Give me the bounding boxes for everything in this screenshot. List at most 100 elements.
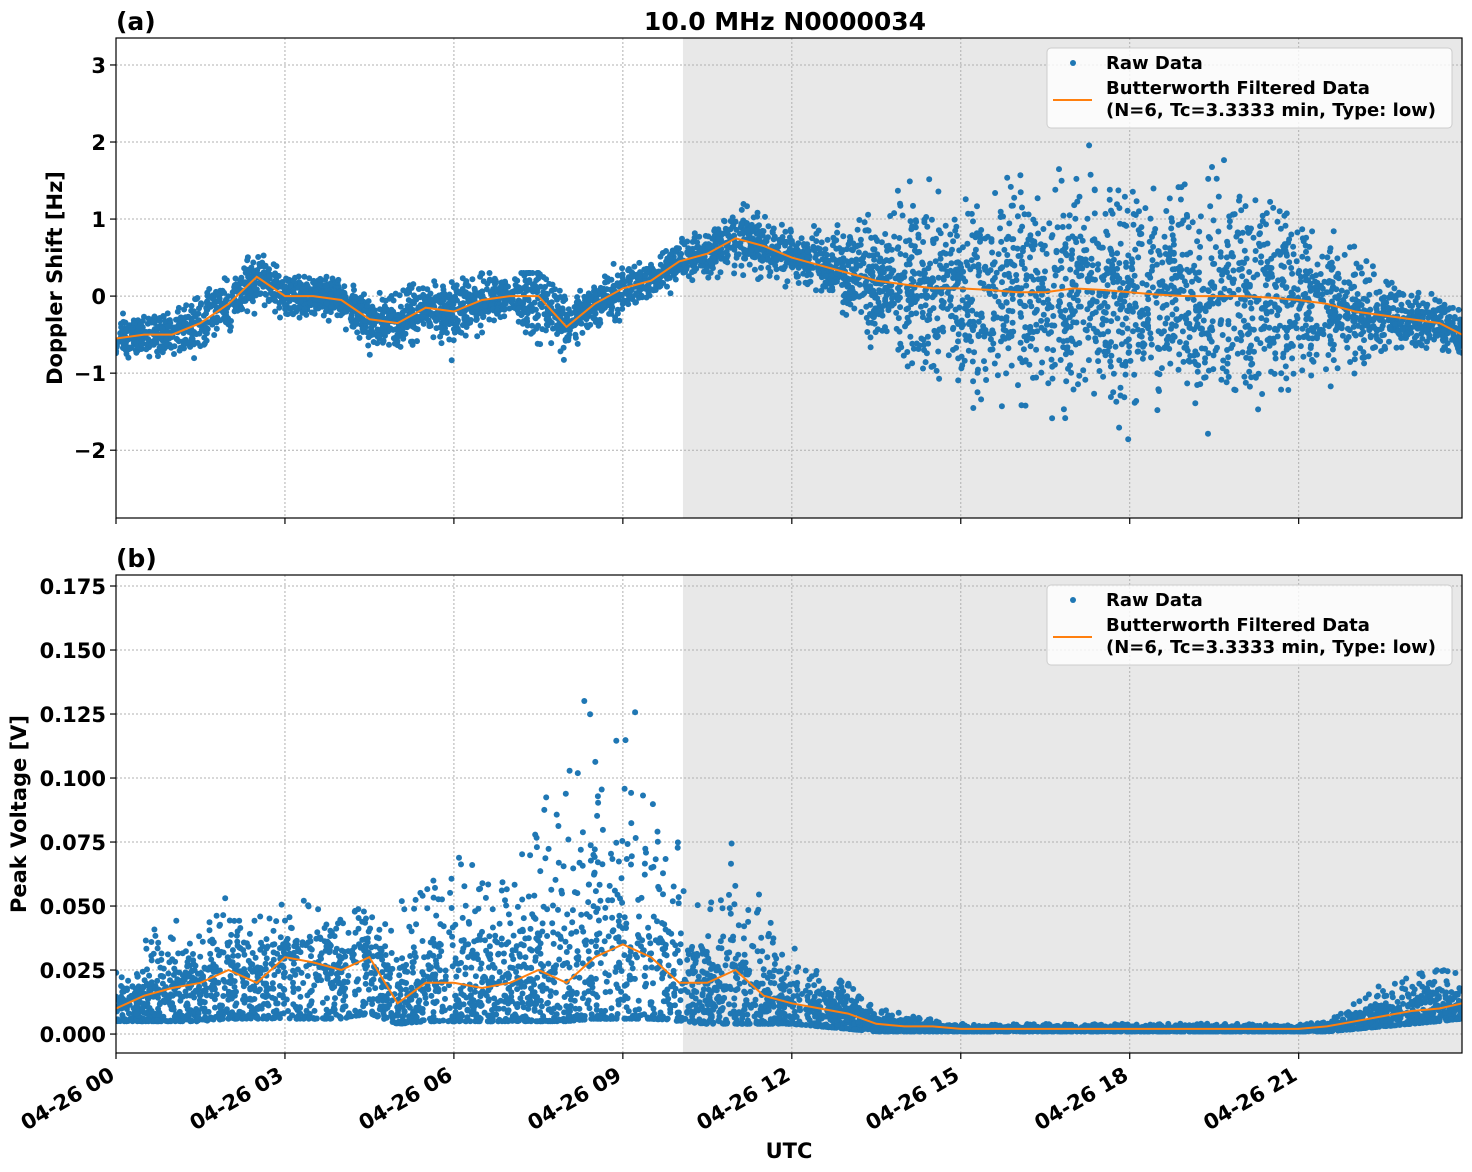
raw-data-point bbox=[1106, 269, 1112, 276]
raw-data-point bbox=[550, 325, 556, 332]
raw-data-point bbox=[1270, 335, 1277, 342]
raw-data-point bbox=[610, 282, 617, 289]
raw-data-point bbox=[1236, 312, 1243, 319]
raw-data-point bbox=[1298, 273, 1304, 280]
raw-data-point bbox=[1198, 345, 1205, 352]
raw-data-point bbox=[1096, 368, 1103, 374]
raw-data-point bbox=[928, 216, 935, 223]
raw-data-point bbox=[1259, 391, 1266, 397]
raw-data-point bbox=[165, 323, 171, 330]
raw-data-point bbox=[937, 230, 944, 237]
raw-data-point bbox=[1257, 259, 1264, 266]
raw-data-point bbox=[618, 279, 625, 286]
raw-data-point bbox=[1205, 288, 1212, 295]
raw-data-point bbox=[905, 318, 912, 325]
raw-data-point bbox=[1202, 374, 1209, 381]
raw-data-point bbox=[579, 329, 586, 336]
raw-data-point bbox=[765, 223, 772, 230]
raw-data-point bbox=[1065, 365, 1071, 372]
raw-data-point bbox=[1290, 370, 1297, 377]
raw-data-point bbox=[1156, 314, 1163, 321]
raw-data-point bbox=[824, 236, 831, 243]
raw-data-point bbox=[1330, 357, 1337, 364]
raw-data-point bbox=[499, 279, 505, 286]
raw-data-point bbox=[1048, 322, 1055, 329]
raw-data-point bbox=[430, 334, 437, 341]
raw-data-point bbox=[1038, 369, 1045, 376]
raw-data-point bbox=[1394, 328, 1401, 335]
raw-data-point bbox=[1052, 272, 1059, 279]
raw-data-point bbox=[231, 308, 238, 315]
raw-data-point bbox=[1133, 198, 1140, 205]
raw-data-point bbox=[829, 252, 836, 259]
raw-data-point bbox=[1378, 325, 1385, 332]
raw-data-point bbox=[1061, 245, 1068, 252]
raw-data-point bbox=[295, 284, 302, 291]
raw-data-point bbox=[614, 272, 621, 279]
raw-data-point bbox=[1119, 321, 1126, 328]
raw-data-point bbox=[1264, 258, 1271, 265]
raw-data-point bbox=[1013, 272, 1020, 278]
raw-data-point bbox=[232, 275, 239, 282]
raw-data-point bbox=[926, 316, 933, 323]
raw-data-point bbox=[240, 298, 247, 304]
raw-data-point bbox=[788, 238, 795, 245]
raw-data-point bbox=[689, 277, 696, 284]
raw-data-point bbox=[779, 234, 786, 240]
raw-data-point bbox=[1385, 281, 1392, 288]
raw-data-point bbox=[787, 226, 794, 233]
raw-data-point bbox=[1147, 330, 1154, 337]
raw-data-point bbox=[877, 268, 884, 275]
raw-data-point bbox=[920, 365, 926, 372]
raw-data-point bbox=[312, 302, 319, 309]
raw-data-point bbox=[1184, 251, 1190, 258]
raw-data-point bbox=[998, 403, 1005, 410]
raw-data-point bbox=[408, 338, 414, 345]
raw-data-point bbox=[1108, 318, 1115, 325]
raw-data-point bbox=[1259, 218, 1266, 225]
raw-data-point bbox=[886, 257, 893, 264]
raw-data-point bbox=[1139, 280, 1146, 287]
raw-data-point bbox=[1265, 264, 1272, 271]
raw-data-point bbox=[721, 230, 728, 237]
raw-data-point bbox=[1039, 280, 1046, 287]
raw-data-point bbox=[955, 377, 962, 384]
raw-data-point bbox=[1179, 251, 1186, 258]
raw-data-point bbox=[1089, 289, 1096, 296]
raw-data-point bbox=[1211, 285, 1218, 291]
raw-data-point bbox=[641, 266, 648, 273]
raw-data-point bbox=[1105, 328, 1112, 335]
raw-data-point bbox=[515, 305, 522, 312]
raw-data-point bbox=[816, 246, 823, 252]
raw-data-point bbox=[1034, 269, 1041, 276]
raw-data-point bbox=[479, 270, 486, 277]
raw-data-point bbox=[1234, 350, 1241, 357]
raw-data-point bbox=[1040, 299, 1047, 306]
raw-data-point bbox=[1278, 249, 1285, 255]
raw-data-point bbox=[450, 337, 457, 344]
raw-data-point bbox=[778, 221, 785, 228]
raw-data-point bbox=[1263, 302, 1269, 309]
raw-data-point bbox=[874, 238, 881, 244]
raw-data-point bbox=[1146, 238, 1153, 245]
raw-data-point bbox=[1242, 287, 1249, 294]
raw-data-point bbox=[238, 306, 245, 312]
raw-data-point bbox=[1302, 290, 1309, 297]
raw-data-point bbox=[175, 338, 182, 345]
raw-data-point bbox=[221, 314, 228, 321]
raw-data-point bbox=[815, 268, 822, 274]
raw-data-point bbox=[137, 321, 144, 328]
raw-data-point bbox=[909, 224, 916, 231]
raw-data-point bbox=[1136, 240, 1142, 247]
raw-data-point bbox=[961, 357, 968, 364]
raw-data-point bbox=[840, 292, 847, 299]
raw-data-point bbox=[1205, 234, 1212, 240]
raw-data-point bbox=[1378, 348, 1385, 355]
raw-data-point bbox=[910, 345, 917, 352]
raw-data-point bbox=[1310, 358, 1317, 365]
raw-data-point bbox=[216, 295, 223, 302]
raw-data-point bbox=[1187, 325, 1194, 331]
raw-data-point bbox=[352, 293, 359, 300]
raw-data-point bbox=[463, 278, 470, 285]
raw-data-point bbox=[840, 247, 846, 254]
